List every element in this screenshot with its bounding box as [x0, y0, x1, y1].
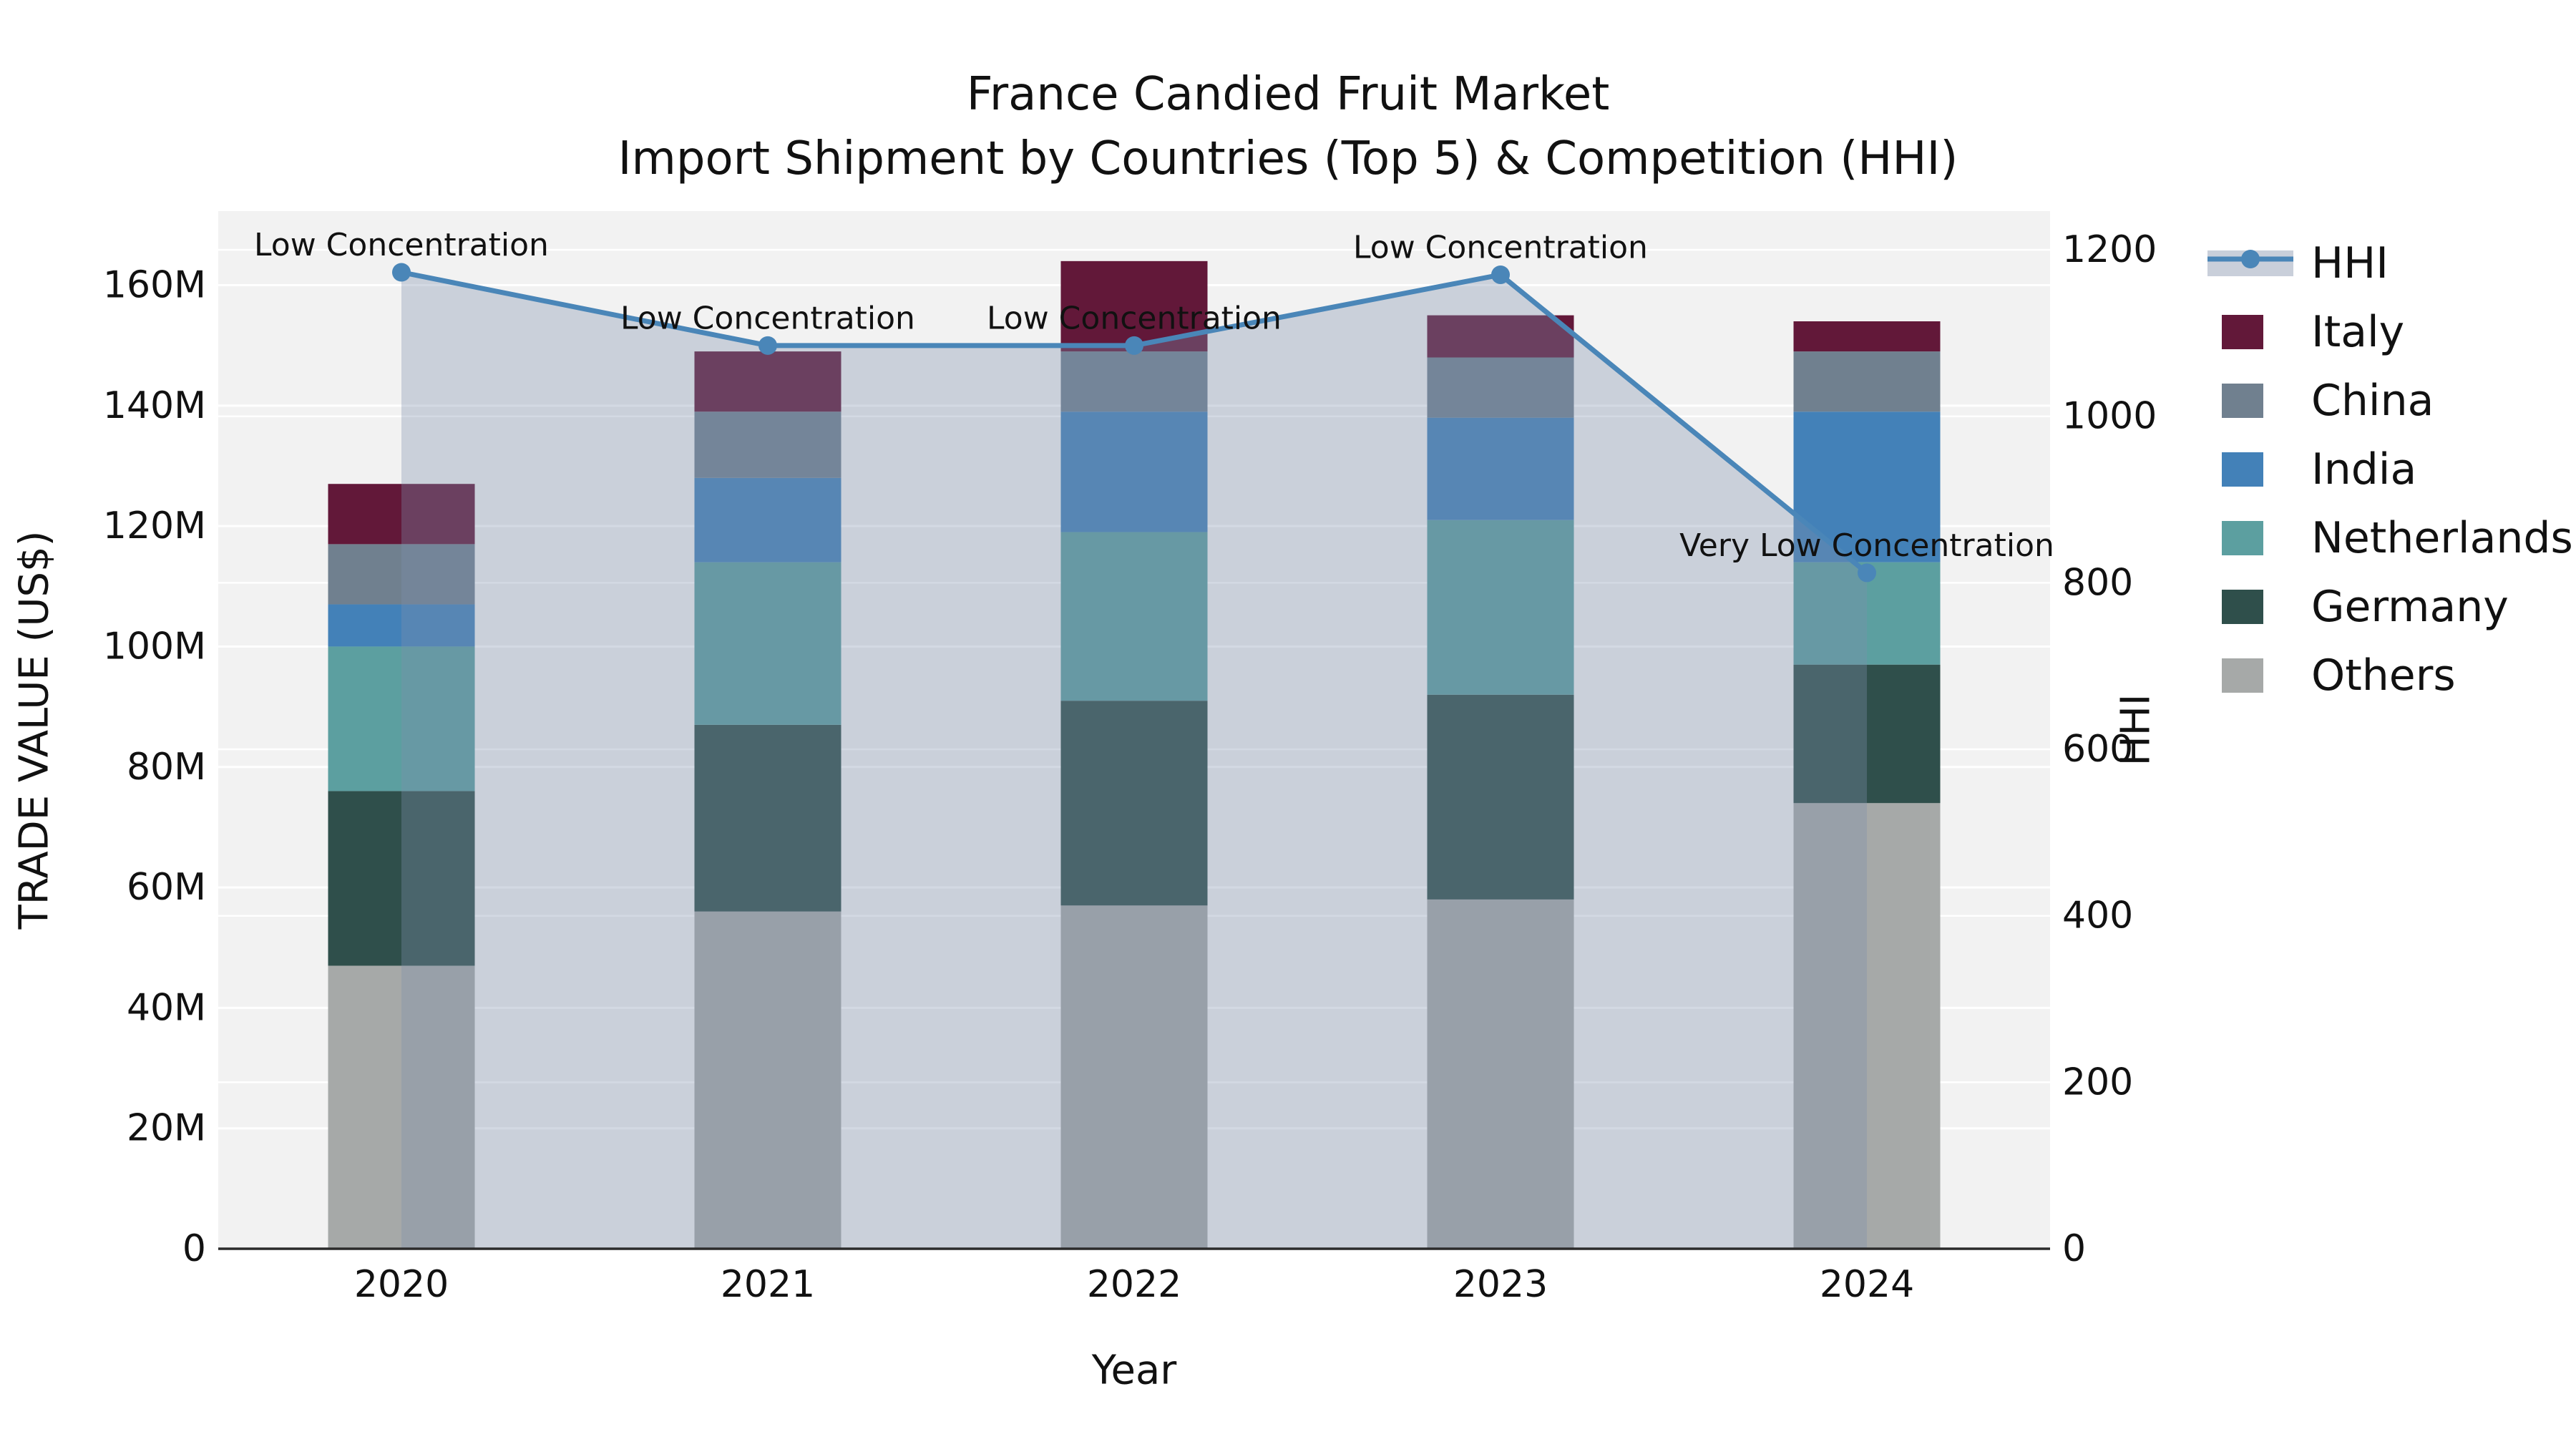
legend-swatch-others	[2222, 658, 2263, 693]
legend: HHI Italy China India Netherlands Germany Othe…	[2207, 238, 2573, 701]
hhi-marker-2020	[392, 263, 411, 282]
legend-swatch-india	[2222, 452, 2263, 487]
y-left-tick-100M: 100M	[103, 625, 206, 668]
annotation-2024: Very Low Concentration	[1679, 527, 2054, 564]
hhi-line-group	[392, 263, 1876, 583]
y-left-tick-120M: 120M	[103, 505, 206, 547]
hhi-marker-2024	[1858, 563, 1876, 583]
bar-segment-germany-2023	[1427, 694, 1574, 900]
y-right-tick-1200: 1200	[2062, 228, 2157, 271]
y-left-tick-40M: 40M	[127, 986, 206, 1029]
bar-segment-others-2021	[694, 911, 841, 1249]
legend-label-india: India	[2311, 444, 2416, 494]
bar-segment-others-2020	[328, 965, 475, 1249]
bar-segment-india-2020	[328, 604, 475, 647]
annotation-2020: Low Concentration	[254, 227, 549, 263]
y-left-tick-60M: 60M	[127, 866, 206, 909]
tick-labels: 0 20M 40M 60M 80M 100M 120M 140M 160M 0 200 400 600 8…	[103, 228, 2157, 1306]
legend-swatch-netherlands	[2222, 521, 2263, 555]
legend-label-others: Others	[2311, 651, 2456, 701]
hhi-area-group	[401, 272, 1867, 1249]
y-right-tick-800: 800	[2062, 561, 2133, 604]
bar-segment-italy-2024	[1793, 321, 1941, 352]
y-right-axis-title: HHI	[2113, 694, 2160, 766]
bar-segment-others-2024	[1793, 803, 1941, 1249]
y-left-axis-title: TRADE VALUE (US$)	[11, 531, 58, 930]
y-left-tick-80M: 80M	[127, 746, 206, 789]
y-left-tick-20M: 20M	[127, 1107, 206, 1150]
hhi-marker-2022	[1125, 336, 1143, 355]
bar-segment-germany-2020	[328, 791, 475, 966]
y-left-tick-0: 0	[182, 1227, 206, 1270]
legend-label-hhi: HHI	[2311, 238, 2389, 288]
chart-title-line1: France Candied Fruit Market	[967, 68, 1610, 121]
hhi-area	[401, 272, 1867, 1249]
x-tick-2023: 2023	[1453, 1263, 1548, 1306]
annotation-2022: Low Concentration	[987, 300, 1282, 336]
bar-segment-netherlands-2021	[694, 562, 841, 725]
y-right-tick-200: 200	[2062, 1061, 2133, 1103]
y-left-tick-140M: 140M	[103, 384, 206, 427]
annotation-2021: Low Concentration	[620, 300, 915, 336]
y-right-tick-0: 0	[2062, 1227, 2086, 1270]
legend-swatch-germany	[2222, 590, 2263, 624]
annotation-2023: Low Concentration	[1353, 229, 1648, 265]
legend-key-hhi-marker	[2241, 250, 2260, 268]
hhi-marker-2021	[758, 336, 777, 355]
legend-label-netherlands: Netherlands	[2311, 513, 2573, 563]
bar-segment-germany-2022	[1060, 701, 1208, 906]
bar-segment-netherlands-2022	[1060, 532, 1208, 701]
x-tick-2021: 2021	[721, 1263, 815, 1306]
bar-segment-india-2022	[1060, 411, 1208, 532]
bar-segment-india-2024	[1793, 411, 1941, 562]
bar-segment-germany-2021	[694, 724, 841, 912]
stacked-bars	[328, 260, 1941, 1249]
bar-segment-india-2023	[1427, 417, 1574, 520]
bar-segment-italy-2023	[1427, 315, 1574, 358]
y-right-tick-1000: 1000	[2062, 395, 2157, 438]
hhi-marker-2023	[1491, 265, 1510, 284]
legend-swatch-china	[2222, 384, 2263, 418]
legend-swatch-italy	[2222, 315, 2263, 349]
bar-segment-china-2022	[1060, 351, 1208, 412]
x-tick-2022: 2022	[1087, 1263, 1181, 1306]
x-axis-title: Year	[1091, 1348, 1178, 1394]
bar-segment-netherlands-2023	[1427, 520, 1574, 695]
bar-segment-others-2023	[1427, 899, 1574, 1249]
bar-segment-china-2024	[1793, 351, 1941, 412]
chart-title-line2: Import Shipment by Countries (Top 5) & C…	[618, 132, 1958, 185]
bar-segment-china-2023	[1427, 357, 1574, 418]
annotations: Low Concentration Low Concentration Low Co…	[254, 227, 2054, 564]
y-left-tick-160M: 160M	[103, 264, 206, 307]
bar-segment-china-2021	[694, 411, 841, 478]
bar-segment-china-2020	[328, 544, 475, 605]
legend-label-germany: Germany	[2311, 582, 2509, 632]
bar-segment-italy-2020	[328, 484, 475, 545]
x-tick-2020: 2020	[354, 1263, 449, 1306]
bar-segment-netherlands-2020	[328, 646, 475, 791]
bar-segment-germany-2024	[1793, 664, 1941, 804]
legend-label-china: China	[2311, 376, 2434, 426]
x-tick-2024: 2024	[1820, 1263, 1914, 1306]
bar-segment-others-2022	[1060, 905, 1208, 1249]
y-right-tick-400: 400	[2062, 895, 2133, 937]
legend-label-italy: Italy	[2311, 307, 2404, 357]
bar-segment-india-2021	[694, 477, 841, 562]
y-right-tick-600: 600	[2062, 728, 2133, 771]
bar-segment-italy-2021	[694, 351, 841, 412]
